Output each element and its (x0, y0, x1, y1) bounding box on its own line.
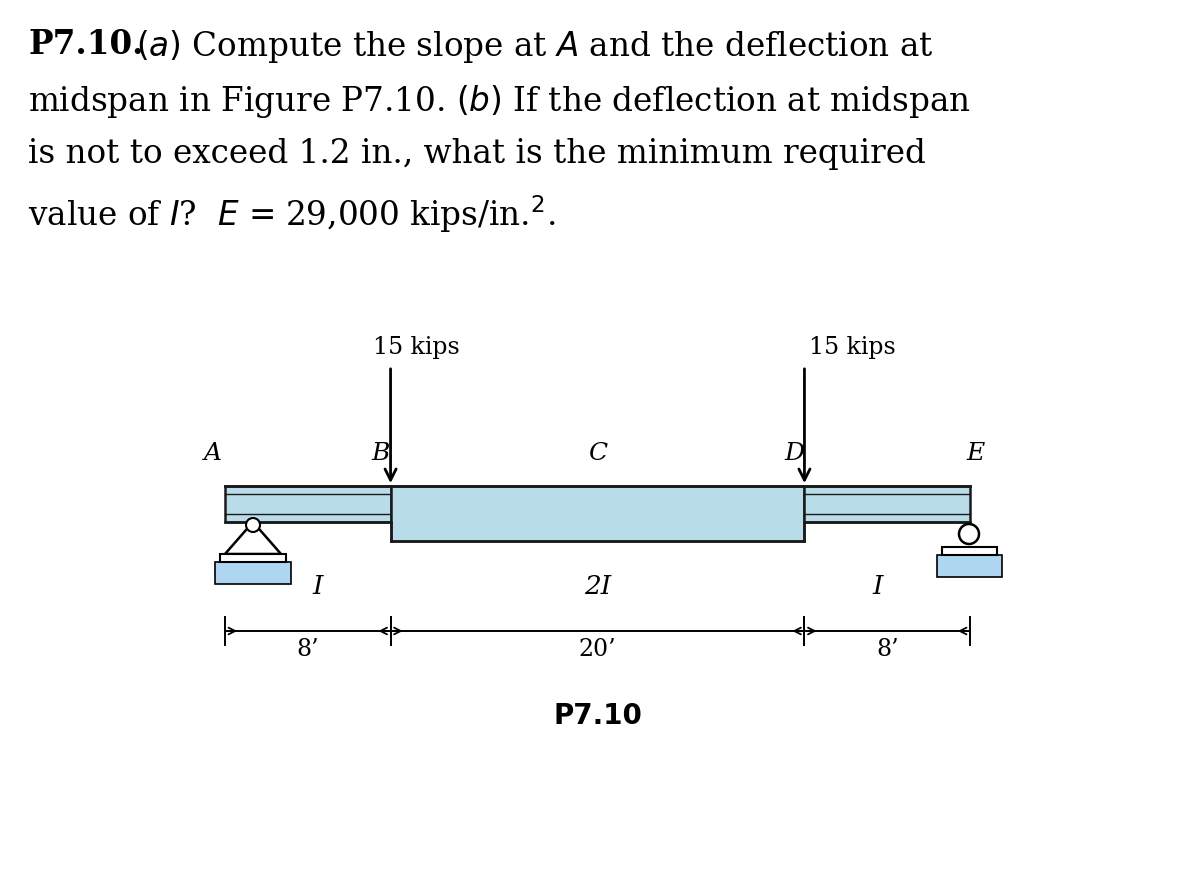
Text: P7.10: P7.10 (553, 701, 642, 729)
Text: value of $I$?  $E$ = 29,000 kips/in.$^{2}$.: value of $I$? $E$ = 29,000 kips/in.$^{2}… (28, 193, 556, 235)
Text: midspan in Figure P7.10. $(b)$ If the deflection at midspan: midspan in Figure P7.10. $(b)$ If the de… (28, 83, 971, 120)
Text: 20’: 20’ (578, 637, 617, 660)
Text: D: D (785, 441, 804, 464)
Polygon shape (226, 523, 281, 555)
Text: C: C (588, 441, 607, 464)
Polygon shape (942, 548, 996, 556)
Polygon shape (936, 556, 1002, 578)
Text: A: A (204, 441, 222, 464)
Text: I: I (872, 573, 882, 598)
Text: $(a)$ Compute the slope at $A$ and the deflection at: $(a)$ Compute the slope at $A$ and the d… (136, 28, 934, 65)
Text: is not to exceed 1.2 in., what is the minimum required: is not to exceed 1.2 in., what is the mi… (28, 138, 926, 170)
Text: 2I: 2I (584, 573, 611, 598)
Text: B: B (371, 441, 390, 464)
Text: 15 kips: 15 kips (372, 336, 460, 359)
Polygon shape (220, 555, 286, 563)
Circle shape (246, 518, 260, 532)
Polygon shape (215, 563, 292, 585)
Text: E: E (966, 441, 984, 464)
Polygon shape (390, 486, 804, 541)
Polygon shape (226, 486, 390, 523)
Text: P7.10.: P7.10. (28, 28, 144, 61)
Circle shape (959, 525, 979, 544)
Polygon shape (804, 486, 970, 523)
Text: 15 kips: 15 kips (810, 336, 896, 359)
Text: 8’: 8’ (296, 637, 319, 660)
Text: 8’: 8’ (876, 637, 899, 660)
Text: I: I (312, 573, 323, 598)
